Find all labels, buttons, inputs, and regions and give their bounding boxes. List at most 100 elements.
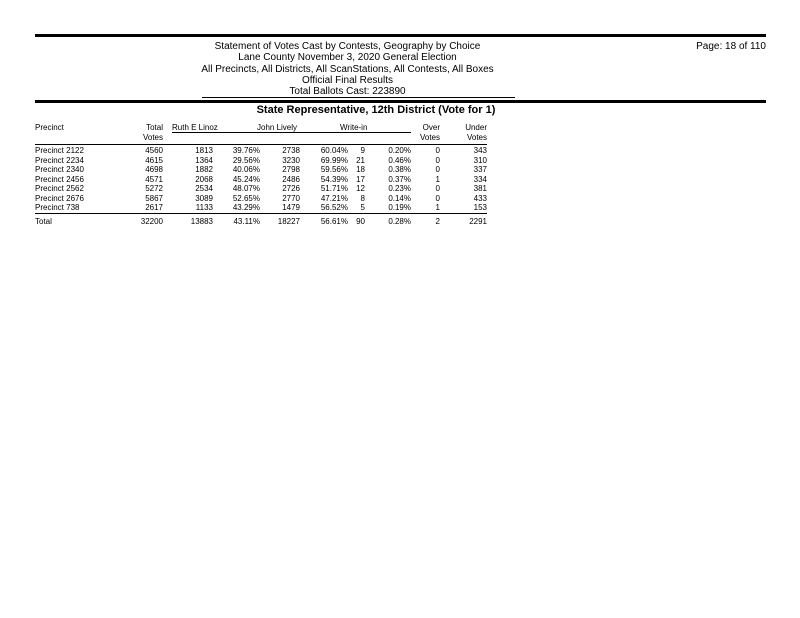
- candidate2-pct-cell: 69.99%: [320, 155, 348, 165]
- candidate1-underline: [172, 132, 260, 133]
- candidate2-pct-cell: 60.04%: [320, 146, 348, 155]
- candidate2-pct-cell: 54.39%: [320, 174, 348, 184]
- candidate2-pct-cell: 56.52%: [300, 203, 348, 214]
- precinct-cell: Precinct 738: [35, 203, 125, 214]
- total-votes-cell: 32200: [140, 216, 163, 226]
- header-rule: [35, 100, 766, 103]
- table-row: Precinct 738 2617 1133 43.29% 1479 56.52…: [35, 203, 487, 214]
- col-header-total-votes-line1: Total: [146, 123, 163, 132]
- total-ballots-cast: Total Ballots Cast: 223890: [289, 86, 406, 98]
- report-header: Statement of Votes Cast by Contests, Geo…: [35, 41, 660, 97]
- total-label-cell: Total: [35, 216, 52, 226]
- over-votes-cell: 0: [435, 165, 440, 174]
- candidate2-votes-cell: 2770: [282, 193, 300, 203]
- writein-votes-cell: 5: [348, 203, 365, 214]
- writein-votes-cell: 9: [360, 146, 365, 155]
- writein-votes-cell: 90: [356, 216, 365, 226]
- writein-pct-cell: 0.46%: [388, 155, 411, 165]
- table-header: Precinct Total Votes Ruth E Linoz John L…: [35, 122, 487, 145]
- over-votes-cell: 1: [435, 174, 440, 184]
- over-votes-cell: 2: [435, 216, 440, 226]
- candidate2-votes-cell: 3230: [282, 155, 300, 165]
- table-row: Precinct 2456 4571 2068 45.24% 2486 54.3…: [35, 175, 487, 185]
- table-row: Precinct 2562 5272 2534 48.07% 2726 51.7…: [35, 184, 487, 194]
- writein-votes-cell: 8: [360, 193, 365, 203]
- under-votes-cell: 433: [473, 193, 487, 203]
- under-votes-cell: 334: [473, 174, 487, 184]
- over-votes-cell: 0: [435, 184, 440, 193]
- col-header-write-in: Write-in: [340, 123, 368, 132]
- under-votes-cell: 310: [473, 155, 487, 165]
- over-votes-cell: 1: [411, 203, 440, 214]
- candidate2-votes-cell: 2738: [282, 146, 300, 155]
- table-row: Precinct 2340 4698 1882 40.06% 2798 59.5…: [35, 165, 487, 175]
- col-header-total-votes-line2: Votes: [142, 133, 163, 142]
- precinct-cell: Precinct 2122: [35, 146, 84, 155]
- total-votes-cell: 5272: [145, 184, 163, 193]
- candidate1-pct-cell: 39.76%: [232, 146, 260, 155]
- candidate1-pct-cell: 43.29%: [213, 203, 260, 214]
- col-header-precinct: Precinct: [35, 123, 64, 132]
- col-header-candidate-john-lively: John Lively: [257, 123, 298, 132]
- candidate2-pct-cell: 47.21%: [320, 193, 348, 203]
- under-votes-cell: 2291: [469, 216, 487, 226]
- writein-pct-cell: 0.37%: [388, 174, 411, 184]
- col-header-over-votes-line2: Votes: [419, 133, 440, 142]
- results-status: Official Final Results: [302, 74, 393, 86]
- candidate1-votes-cell: 2068: [195, 174, 213, 184]
- top-rule: [35, 34, 766, 37]
- candidate2-votes-cell: 2486: [282, 174, 300, 184]
- candidate2-votes-cell: 2798: [282, 165, 300, 174]
- writein-votes-cell: 17: [356, 174, 365, 184]
- writein-pct-cell: 0.28%: [388, 216, 411, 226]
- writein-pct-cell: 0.20%: [388, 146, 411, 155]
- under-votes-cell: 343: [473, 146, 487, 155]
- total-votes-cell: 5867: [145, 193, 163, 203]
- candidate2-underline: [257, 132, 348, 133]
- precinct-cell: Precinct 2676: [35, 193, 84, 203]
- ballots-underline: [202, 97, 515, 98]
- candidate2-pct-cell: 51.71%: [320, 184, 348, 193]
- writein-underline: [340, 132, 411, 133]
- under-votes-cell: 337: [473, 165, 487, 174]
- precinct-cell: Precinct 2340: [35, 165, 84, 174]
- candidate1-votes-cell: 13883: [190, 216, 213, 226]
- over-votes-cell: 0: [435, 155, 440, 165]
- col-header-candidate-ruth-e-linoz: Ruth E Linoz: [172, 123, 218, 132]
- total-votes-cell: 4615: [145, 155, 163, 165]
- candidate1-pct-cell: 45.24%: [232, 174, 260, 184]
- candidate2-votes-cell: 1479: [260, 203, 300, 214]
- election-name: Lane County November 3, 2020 General Ele…: [238, 52, 457, 64]
- report-title: Statement of Votes Cast by Contests, Geo…: [214, 41, 481, 52]
- precinct-cell: Precinct 2456: [35, 174, 84, 184]
- candidate1-pct-cell: 40.06%: [232, 165, 260, 174]
- col-header-under-votes-line2: Votes: [466, 133, 487, 142]
- table-row: Precinct 2234 4615 1364 29.56% 3230 69.9…: [35, 156, 487, 166]
- table-row: Precinct 2122 4560 1813 39.76% 2738 60.0…: [35, 146, 487, 156]
- total-votes-cell: 4698: [145, 165, 163, 174]
- total-votes-cell: 4560: [145, 146, 163, 155]
- candidate1-votes-cell: 1364: [195, 155, 213, 165]
- writein-pct-cell: 0.38%: [388, 165, 411, 174]
- candidate2-votes-cell: 18227: [277, 216, 300, 226]
- precinct-cell: Precinct 2234: [35, 155, 84, 165]
- under-votes-cell: 381: [473, 184, 487, 193]
- candidate2-pct-cell: 56.61%: [320, 216, 348, 226]
- writein-pct-cell: 0.23%: [388, 184, 411, 193]
- table-row: Precinct 2676 5867 3089 52.65% 2770 47.2…: [35, 194, 487, 204]
- candidate1-votes-cell: 1133: [163, 203, 213, 214]
- candidate1-pct-cell: 43.11%: [233, 216, 260, 226]
- candidate1-pct-cell: 48.07%: [232, 184, 260, 193]
- candidate1-votes-cell: 1813: [195, 146, 213, 155]
- total-row: Total 32200 13883 43.11% 18227 56.61% 90…: [35, 213, 487, 226]
- total-votes-cell: 4571: [145, 174, 163, 184]
- page-number: Page: 18 of 110: [696, 41, 766, 52]
- col-header-under-votes-line1: Under: [465, 123, 487, 132]
- over-votes-cell: 0: [435, 193, 440, 203]
- report-scope: All Precincts, All Districts, All ScanSt…: [201, 63, 494, 75]
- col-header-over-votes-line1: Over: [422, 123, 440, 132]
- writein-votes-cell: 12: [356, 184, 365, 193]
- candidate1-votes-cell: 1882: [195, 165, 213, 174]
- contest-title: State Representative, 12th District (Vot…: [256, 104, 496, 116]
